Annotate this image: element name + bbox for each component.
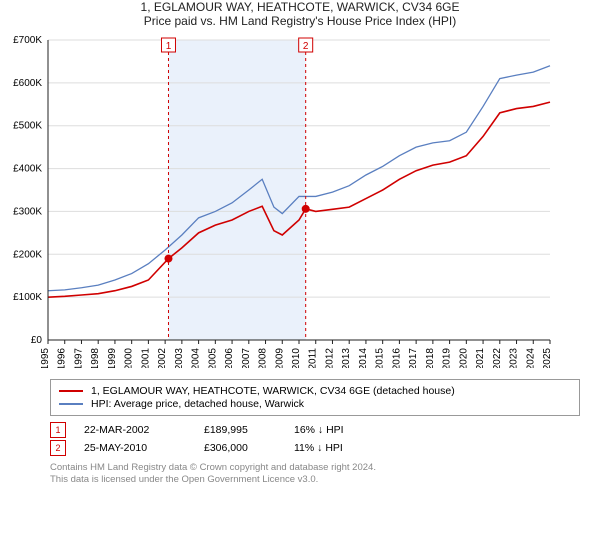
footnote-line-2: This data is licensed under the Open Gov… [50, 474, 580, 486]
sales-price: £189,995 [204, 424, 294, 436]
x-tick-label: 2016 [391, 348, 402, 368]
x-tick-label: 2014 [358, 348, 369, 368]
y-tick-label: £200K [13, 249, 42, 260]
y-tick-label: £300K [13, 206, 42, 217]
sales-date: 22-MAR-2002 [84, 424, 204, 436]
x-tick-label: 1998 [90, 348, 101, 368]
y-tick-label: £100K [13, 292, 42, 303]
price-chart: £0 £100K £200K £300K £400K £500K £600K £700K 199… [0, 28, 560, 368]
x-tick-label: 2005 [207, 348, 218, 368]
sales-marker: 1 [50, 422, 66, 438]
x-tick-label: 2020 [458, 348, 469, 368]
ownership-band [168, 40, 305, 340]
title-line-1: 1, EGLAMOUR WAY, HEATHCOTE, WARWICK, CV3… [0, 0, 600, 14]
legend-row: HPI: Average price, detached house, Warw… [59, 398, 571, 410]
x-tick-label: 2000 [124, 348, 135, 368]
x-tick-label: 2011 [308, 348, 319, 368]
x-tick-label: 2022 [492, 348, 503, 368]
legend-row: 1, EGLAMOUR WAY, HEATHCOTE, WARWICK, CV3… [59, 385, 571, 397]
x-tick-label: 2004 [191, 348, 202, 368]
footnote-line-1: Contains HM Land Registry data © Crown c… [50, 462, 580, 474]
x-tick-label: 2001 [140, 348, 151, 368]
x-tick-label: 2024 [525, 348, 536, 368]
x-tick-label: 2008 [258, 348, 269, 368]
x-tick-label: 2006 [224, 348, 235, 368]
legend-swatch [59, 390, 83, 392]
legend-box: 1, EGLAMOUR WAY, HEATHCOTE, WARWICK, CV3… [50, 379, 580, 416]
x-tick-label: 1996 [57, 348, 68, 368]
y-tick-label: £600K [13, 78, 42, 89]
legend-label: 1, EGLAMOUR WAY, HEATHCOTE, WARWICK, CV3… [91, 385, 455, 397]
x-tick-label: 2003 [174, 348, 185, 368]
sales-row: 1 22-MAR-2002£189,99516% ↓ HPI [50, 422, 580, 438]
x-tick-label: 2017 [408, 348, 419, 368]
x-tick-label: 2019 [442, 348, 453, 368]
x-tick-label: 1997 [73, 348, 84, 368]
y-tick-label: £0 [31, 335, 43, 346]
x-tick-label: 2007 [241, 348, 252, 368]
y-tick-label: £400K [13, 164, 42, 175]
x-tick-label: 2012 [324, 348, 335, 368]
sales-row: 2 25-MAY-2010£306,00011% ↓ HPI [50, 440, 580, 456]
y-tick-label: £700K [13, 35, 42, 46]
sales-marker: 2 [50, 440, 66, 456]
x-tick-label: 2021 [475, 348, 486, 368]
sales-delta: 16% ↓ HPI [294, 424, 394, 436]
title-block: 1, EGLAMOUR WAY, HEATHCOTE, WARWICK, CV3… [0, 0, 600, 28]
sale-box-num: 2 [303, 41, 309, 52]
x-tick-label: 2023 [509, 348, 520, 368]
x-tick-label: 2025 [542, 348, 553, 368]
sales-price: £306,000 [204, 442, 294, 454]
x-tick-label: 2018 [425, 348, 436, 368]
sale-dot [164, 255, 172, 263]
y-tick-label: £500K [13, 121, 42, 132]
x-tick-label: 2013 [341, 348, 352, 368]
title-line-2: Price paid vs. HM Land Registry's House … [0, 14, 600, 28]
x-tick-label: 1995 [40, 348, 51, 368]
x-tick-label: 2009 [274, 348, 285, 368]
sale-box-num: 1 [166, 41, 172, 52]
chart-container: £0 £100K £200K £300K £400K £500K £600K £700K 199… [0, 28, 600, 373]
sale-dot [302, 205, 310, 213]
sales-table: 1 22-MAR-2002£189,99516% ↓ HPI 2 25-MAY-201… [50, 422, 580, 456]
sales-delta: 11% ↓ HPI [294, 442, 394, 454]
x-tick-label: 1999 [107, 348, 118, 368]
legend-label: HPI: Average price, detached house, Warw… [91, 398, 304, 410]
sales-date: 25-MAY-2010 [84, 442, 204, 454]
footnote: Contains HM Land Registry data © Crown c… [50, 462, 580, 486]
x-tick-label: 2010 [291, 348, 302, 368]
legend-swatch [59, 403, 83, 405]
x-tick-label: 2002 [157, 348, 168, 368]
x-tick-label: 2015 [375, 348, 386, 368]
